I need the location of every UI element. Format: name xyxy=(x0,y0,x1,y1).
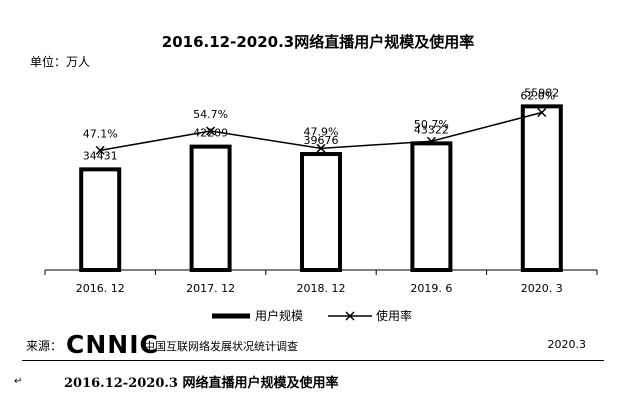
chart: 2016.12-2020.3网络直播用户规模及使用率 单位：万人 34431 20… xyxy=(30,33,598,323)
legend-line-marker xyxy=(345,311,355,321)
source-org: 中国互联网络发展状况统计调查 xyxy=(144,340,298,353)
bar xyxy=(79,167,122,273)
legend-line-label: 使用率 xyxy=(376,308,412,323)
paragraph-mark: ↵ xyxy=(14,376,23,387)
usage-rate-label: 47.9% xyxy=(304,125,339,138)
footer-divider xyxy=(22,360,604,361)
x-tick-label: 2019. 6 xyxy=(410,282,452,295)
chart-title: 2016.12-2020.3网络直播用户规模及使用率 xyxy=(162,33,474,51)
usage-rate-point xyxy=(316,143,326,153)
usage-rate-point xyxy=(426,136,436,146)
x-tick-label: 2016. 12 xyxy=(76,282,125,295)
bar-value-label: 55982 xyxy=(524,86,559,99)
usage-rate-label: 50.7% xyxy=(414,118,449,131)
x-tick-label: 2018. 12 xyxy=(297,282,346,295)
figure-caption: 2016.12-2020.3 网络直播用户规模及使用率 xyxy=(64,376,339,391)
usage-rate-label: 62.0% xyxy=(520,90,555,103)
bar xyxy=(520,104,563,272)
x-tick-label: 2017. 12 xyxy=(186,282,235,295)
bar xyxy=(300,152,342,272)
usage-rate-label: 54.7% xyxy=(193,108,228,121)
cnnic-logo: CNNIC xyxy=(66,330,159,359)
bar-value-label: 43322 xyxy=(414,123,449,136)
bar-value-label: 42209 xyxy=(193,127,228,140)
bar xyxy=(410,141,453,272)
legend: 用户规模 使用率 xyxy=(212,308,412,323)
unit-label: 单位：万人 xyxy=(30,54,90,69)
bar-value-label: 34431 xyxy=(83,149,118,162)
legend-bar-label: 用户规模 xyxy=(255,308,303,323)
x-tick-label: 2020. 3 xyxy=(521,282,563,295)
usage-rate-label: 47.1% xyxy=(83,127,118,140)
bar xyxy=(189,144,232,272)
bar-value-label: 39676 xyxy=(304,134,339,147)
source-line: 来源： CNNIC 中国互联网络发展状况统计调查 2020.3 xyxy=(22,330,604,360)
source-date: 2020.3 xyxy=(547,338,587,351)
usage-rate-point xyxy=(537,107,547,118)
usage-rate-point xyxy=(95,145,105,155)
source-label: 来源： xyxy=(26,339,63,353)
usage-rate-point xyxy=(206,126,216,136)
